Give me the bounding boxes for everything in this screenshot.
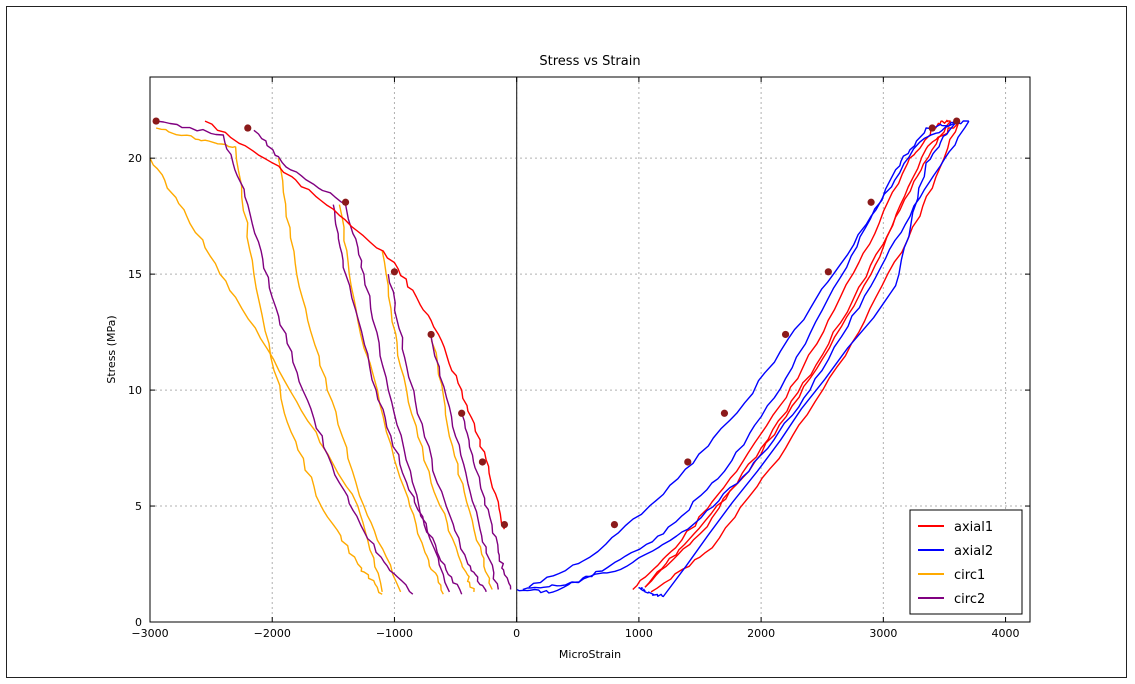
- circ2-line: [253, 129, 451, 593]
- peak-marker: [478, 458, 487, 466]
- circ2-line: [461, 413, 512, 590]
- x-tick-label: −1000: [376, 627, 413, 640]
- peak-marker: [720, 409, 729, 417]
- peak-marker: [244, 124, 252, 132]
- x-tick-label: 2000: [747, 627, 775, 640]
- axial1-line: [644, 120, 960, 588]
- plot-area: [149, 76, 1031, 623]
- circ1-line: [149, 157, 383, 593]
- circ2-line: [430, 336, 499, 590]
- peak-marker: [824, 268, 832, 276]
- y-tick-label: 15: [128, 268, 142, 281]
- axial1-line: [650, 120, 960, 593]
- legend: axial1 axial2 circ1 circ2: [909, 509, 1023, 615]
- peak-marker: [684, 458, 692, 466]
- circ2-line: [156, 120, 414, 595]
- grid-lines: [149, 77, 1030, 623]
- circ1-line: [155, 127, 236, 148]
- y-tick-label: 10: [128, 384, 142, 397]
- y-tick-label: 5: [135, 500, 142, 513]
- x-tick-label: −2000: [254, 627, 291, 640]
- peak-marker: [500, 520, 509, 529]
- circ1-line: [234, 146, 383, 595]
- circ1-line: [277, 158, 402, 593]
- y-tick-label: 0: [135, 616, 142, 629]
- x-tick-label: 4000: [992, 627, 1020, 640]
- peak-marker: [458, 409, 466, 417]
- chart-title: Stress vs Strain: [539, 54, 640, 69]
- legend-label-circ1: circ1: [954, 568, 985, 583]
- envelope-line: [204, 120, 506, 530]
- x-tick-label: 0: [513, 627, 520, 640]
- peak-marker: [427, 330, 435, 339]
- legend-box: [909, 509, 1023, 615]
- peak-marker: [610, 520, 619, 529]
- legend-label-axial1: axial1: [954, 520, 993, 535]
- x-tick-label: 3000: [869, 627, 897, 640]
- x-axis-label: MicroStrain: [559, 648, 621, 661]
- peak-marker: [390, 268, 399, 276]
- peak-marker: [867, 198, 875, 206]
- axial2-line: [516, 120, 969, 594]
- x-tick-label: 1000: [625, 627, 653, 640]
- peak-markers: [152, 117, 961, 529]
- circ2-line: [387, 274, 487, 593]
- x-tick-label: −3000: [131, 627, 168, 640]
- peak-marker: [152, 117, 160, 125]
- series-layer: [149, 119, 970, 598]
- axial2-line: [638, 120, 958, 598]
- circ1-line: [381, 250, 475, 592]
- peak-marker: [341, 198, 350, 206]
- legend-label-circ2: circ2: [954, 592, 985, 607]
- circ1-line: [430, 332, 493, 590]
- y-axis-label: Stress (MPa): [105, 315, 118, 383]
- y-tick-label: 20: [128, 152, 142, 165]
- axial1-line: [632, 119, 951, 591]
- circ2-line: [332, 204, 463, 595]
- legend-label-axial2: axial2: [954, 544, 993, 559]
- circ1-line: [338, 204, 444, 595]
- axial2-line: [522, 120, 970, 591]
- axial1-line: [644, 120, 952, 588]
- peak-marker: [781, 330, 790, 339]
- axial2-line: [528, 120, 958, 588]
- peak-marker: [928, 124, 936, 132]
- axis-ticks: −3000 −2000 −1000 0 1000 2000 3000 4000 0 5 10 15 20: [128, 77, 1030, 640]
- peak-marker: [953, 117, 961, 125]
